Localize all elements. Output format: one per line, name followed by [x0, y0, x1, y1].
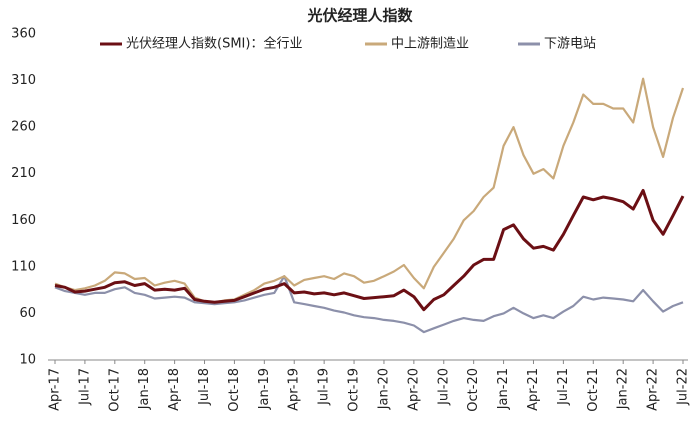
- x-tick-label: Jan-22: [616, 368, 631, 410]
- x-tick-label: Jan-20: [376, 368, 391, 410]
- y-tick-label: 10: [19, 353, 36, 368]
- x-tick-label: Apr-20: [406, 368, 421, 411]
- x-tick-label: Jan-21: [496, 368, 511, 410]
- x-tick-label: Oct-19: [347, 368, 362, 412]
- x-tick-label: Oct-17: [107, 368, 122, 412]
- legend-label: 下游电站: [544, 37, 596, 52]
- y-tick-label: 310: [11, 73, 36, 88]
- y-tick-label: 260: [11, 120, 36, 135]
- x-tick-label: Apr-18: [167, 368, 182, 411]
- legend-label: 中上游制造业: [391, 37, 469, 52]
- y-tick-label: 110: [11, 259, 36, 274]
- x-tick-label: Jan-18: [137, 368, 152, 410]
- x-tick-label: Jul-17: [77, 368, 92, 406]
- y-tick-label: 210: [11, 166, 36, 181]
- x-tick-label: Jul-22: [676, 368, 691, 406]
- x-tick-label: Oct-18: [227, 368, 242, 412]
- x-tick-label: Oct-21: [586, 368, 601, 412]
- y-tick-label: 60: [19, 306, 36, 321]
- x-tick-label: Jul-18: [197, 368, 212, 406]
- x-tick-label: Apr-22: [646, 368, 661, 411]
- x-tick-label: Oct-20: [466, 368, 481, 412]
- x-tick-label: Apr-21: [526, 368, 541, 411]
- series-line: [54, 275, 684, 334]
- y-tick-label: 160: [11, 213, 36, 228]
- x-tick-label: Apr-17: [48, 368, 63, 411]
- x-tick-label: Jul-20: [436, 368, 451, 406]
- x-tick-label: Apr-19: [287, 368, 302, 411]
- series-line: [54, 189, 685, 312]
- legend-label: 光伏经理人指数(SMI)：全行业: [126, 36, 302, 52]
- series-line: [54, 77, 685, 304]
- x-tick-label: Jul-21: [556, 368, 571, 406]
- chart-title: 光伏经理人指数: [306, 7, 413, 25]
- x-tick-label: Jul-19: [317, 368, 332, 406]
- x-tick-label: Jan-19: [257, 368, 272, 410]
- y-tick-label: 360: [11, 27, 36, 42]
